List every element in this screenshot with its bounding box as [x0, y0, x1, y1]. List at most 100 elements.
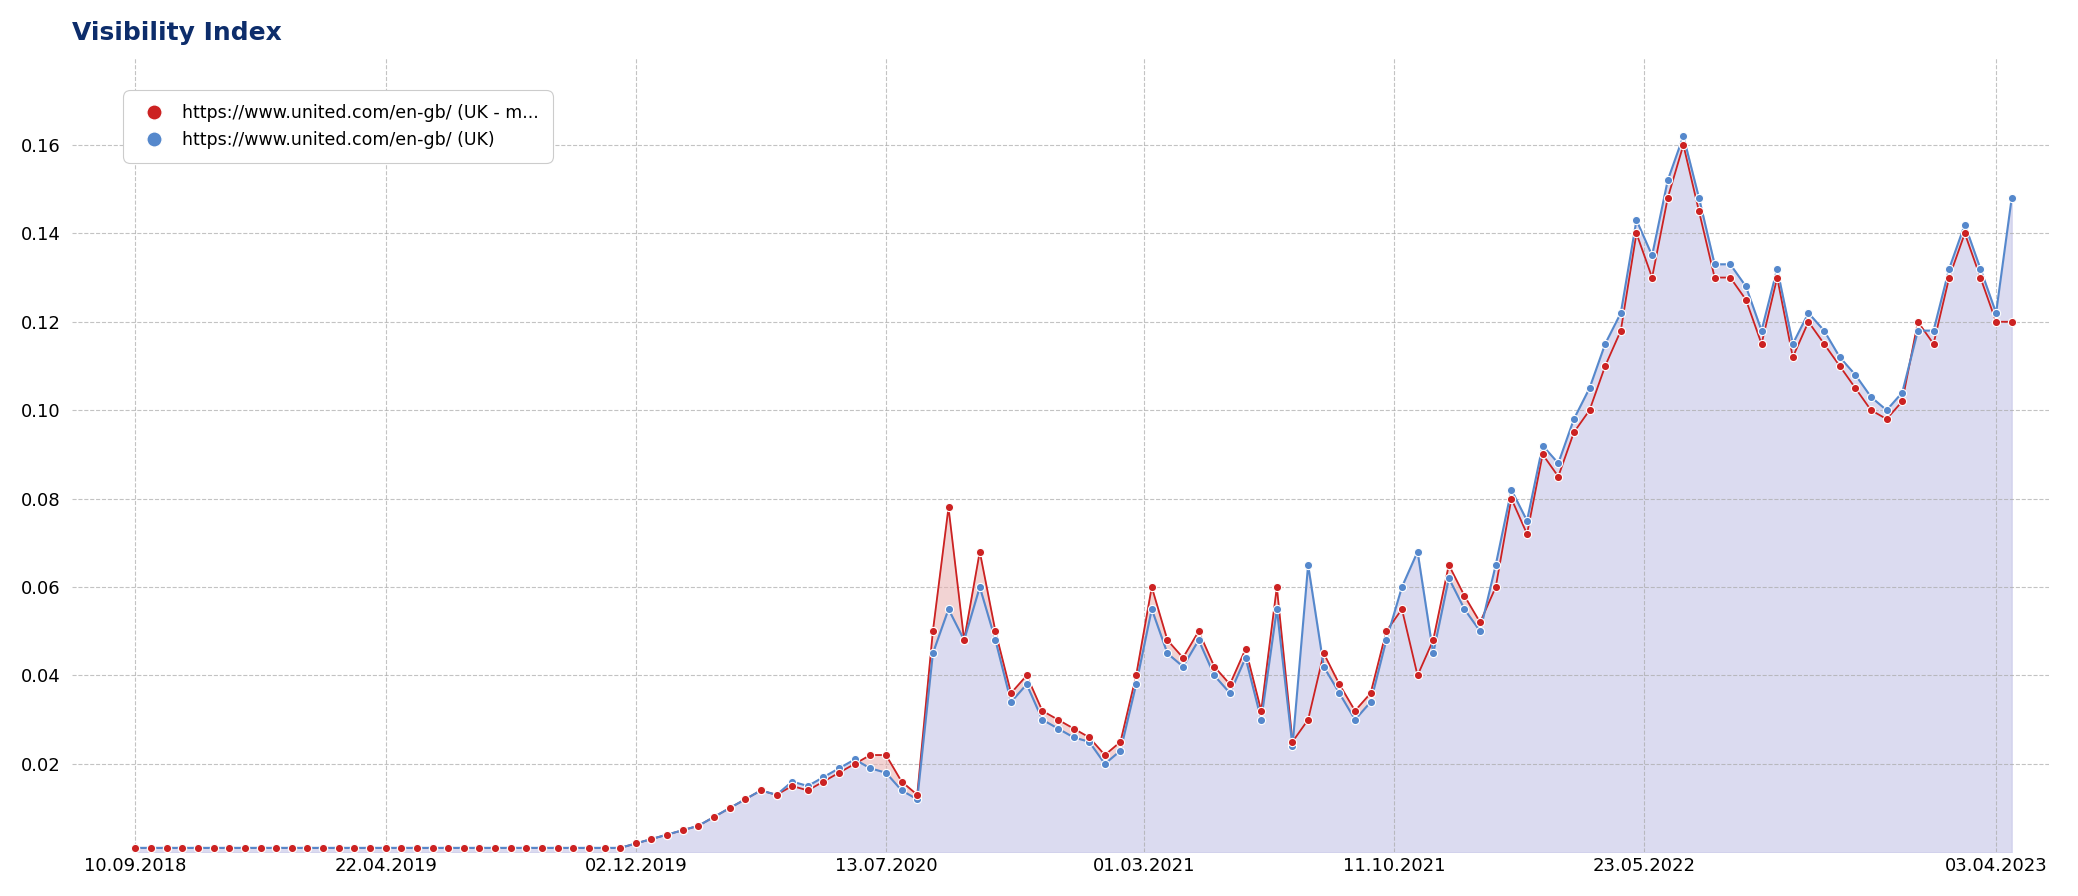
- Point: [1432, 571, 1465, 585]
- Point: [197, 840, 231, 855]
- Point: [1901, 314, 1935, 329]
- Point: [1182, 633, 1216, 647]
- Point: [1494, 491, 1527, 505]
- Point: [1683, 204, 1716, 219]
- Point: [775, 774, 808, 788]
- Point: [135, 840, 168, 855]
- Point: [1870, 403, 1903, 418]
- Point: [682, 819, 715, 833]
- Point: [1916, 323, 1949, 338]
- Point: [1746, 323, 1779, 338]
- Point: [243, 840, 276, 855]
- Point: [463, 840, 497, 855]
- Point: [118, 840, 152, 855]
- Point: [305, 840, 339, 855]
- Point: [916, 646, 950, 660]
- Point: [1027, 703, 1060, 718]
- Point: [1839, 367, 1872, 382]
- Point: [1041, 712, 1074, 727]
- Point: [931, 602, 964, 616]
- Point: [229, 840, 262, 855]
- Point: [1448, 589, 1482, 603]
- Point: [1683, 191, 1716, 205]
- Point: [1777, 350, 1810, 365]
- Point: [1245, 703, 1278, 718]
- Point: [1027, 712, 1060, 727]
- Point: [1791, 314, 1824, 329]
- Point: [571, 840, 605, 855]
- Point: [854, 748, 887, 762]
- Point: [698, 810, 731, 824]
- Point: [416, 840, 449, 855]
- Point: [1197, 659, 1230, 674]
- Point: [353, 840, 387, 855]
- Point: [995, 694, 1029, 709]
- Point: [166, 840, 199, 855]
- Point: [1386, 602, 1419, 616]
- Point: [212, 840, 245, 855]
- Point: [1621, 213, 1654, 228]
- Point: [869, 765, 902, 780]
- Point: [1324, 677, 1357, 692]
- Point: [274, 840, 308, 855]
- Point: [1729, 292, 1762, 306]
- Point: [1369, 633, 1403, 647]
- Point: [1089, 748, 1122, 762]
- Point: [713, 801, 746, 815]
- Point: [823, 765, 856, 780]
- Point: [1635, 248, 1669, 263]
- Point: [463, 840, 497, 855]
- Point: [1166, 659, 1199, 674]
- Point: [650, 827, 684, 841]
- Point: [1417, 633, 1450, 647]
- Point: [1964, 262, 1997, 276]
- Point: [1995, 314, 2028, 329]
- Point: [1839, 381, 1872, 395]
- Point: [1182, 625, 1216, 639]
- Point: [432, 840, 465, 855]
- Point: [1135, 602, 1168, 616]
- Point: [1338, 712, 1371, 727]
- Point: [1432, 558, 1465, 573]
- Point: [619, 836, 652, 850]
- Point: [682, 819, 715, 833]
- Point: [964, 580, 997, 594]
- Point: [1276, 735, 1309, 749]
- Point: [1307, 659, 1340, 674]
- Point: [900, 788, 933, 802]
- Point: [1245, 712, 1278, 727]
- Point: [509, 840, 542, 855]
- Point: [806, 774, 840, 788]
- Point: [869, 748, 902, 762]
- Point: [401, 840, 434, 855]
- Point: [557, 840, 590, 855]
- Point: [305, 840, 339, 855]
- Point: [509, 840, 542, 855]
- Point: [181, 840, 214, 855]
- Point: [1072, 735, 1105, 749]
- Point: [1714, 257, 1748, 271]
- Point: [1307, 646, 1340, 660]
- Point: [243, 840, 276, 855]
- Point: [1214, 677, 1247, 692]
- Point: [900, 792, 933, 806]
- Point: [1556, 425, 1590, 439]
- Point: [1120, 668, 1153, 683]
- Point: [150, 840, 183, 855]
- Point: [792, 783, 825, 797]
- Point: [1355, 694, 1388, 709]
- Point: [1949, 226, 1982, 240]
- Point: [1494, 483, 1527, 497]
- Point: [1933, 262, 1966, 276]
- Point: [744, 783, 777, 797]
- Point: [1854, 403, 1887, 418]
- Point: [1338, 703, 1371, 718]
- Point: [370, 840, 403, 855]
- Point: [1854, 390, 1887, 404]
- Point: [1276, 739, 1309, 754]
- Point: [1324, 686, 1357, 701]
- Text: Visibility Index: Visibility Index: [73, 21, 283, 45]
- Point: [557, 840, 590, 855]
- Point: [698, 810, 731, 824]
- Point: [1511, 527, 1544, 541]
